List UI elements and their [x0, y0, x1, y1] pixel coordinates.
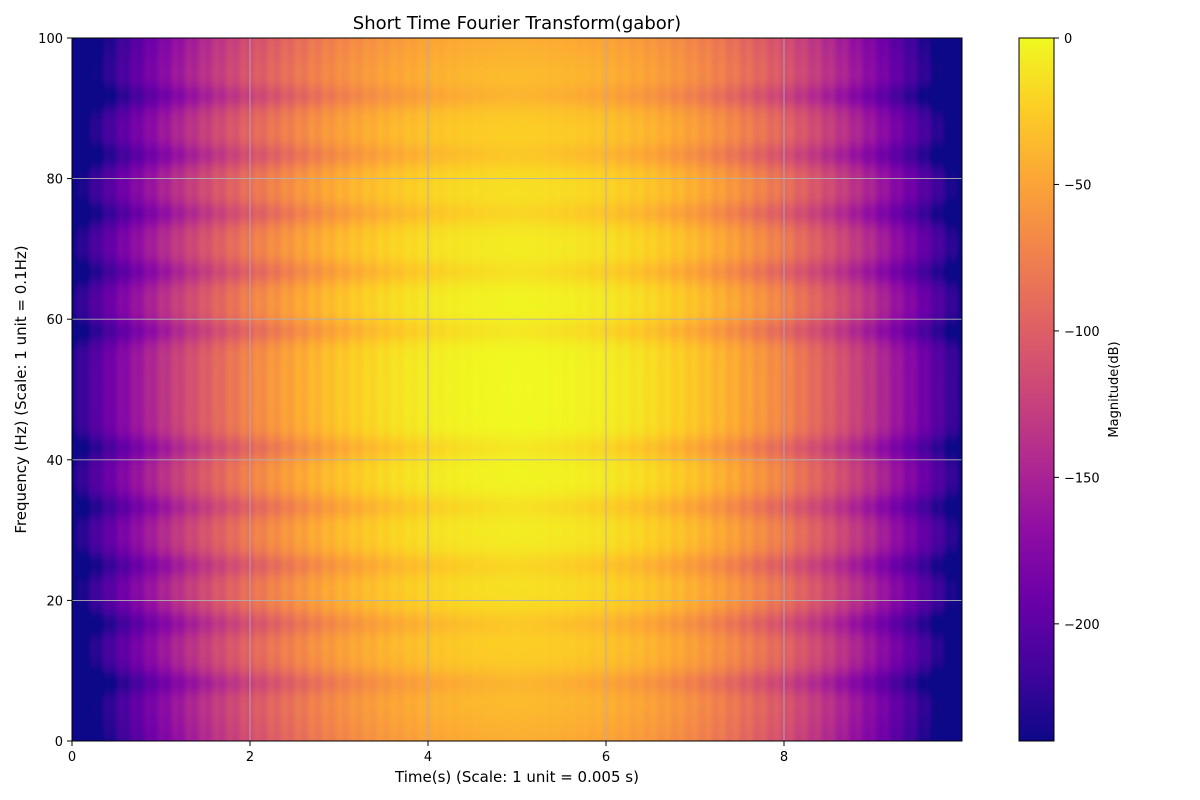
y-tick-label: 40: [46, 454, 63, 469]
colorbar-label: Magnitude(dB): [1107, 341, 1122, 437]
colorbar-tick-label: −200: [1064, 618, 1100, 633]
colorbar: [1018, 37, 1055, 742]
y-axis-label: Frequency (Hz) (Scale: 1 unit = 0.1Hz): [12, 245, 30, 533]
colorbar-axis: 0 −50 −100 −150 −200: [1054, 32, 1100, 633]
x-axis-label: Time(s) (Scale: 1 unit = 0.005 s): [394, 768, 639, 786]
x-tick-label: 2: [246, 750, 254, 765]
plot-frame: [71, 37, 963, 742]
chart-title: Short Time Fourier Transform(gabor): [353, 13, 681, 34]
y-tick-label: 20: [46, 594, 63, 609]
colorbar-tick-label: −50: [1064, 178, 1091, 193]
x-tick-label: 4: [424, 750, 432, 765]
y-axis: 0 20 40 60 80 100: [38, 32, 72, 750]
colorbar-tick-label: 0: [1064, 32, 1072, 47]
colorbar-tick-label: −150: [1064, 471, 1100, 486]
y-tick-label: 80: [46, 173, 63, 188]
heatmap-plot: [72, 38, 962, 741]
y-tick-label: 0: [55, 735, 63, 750]
x-axis: 0 2 4 6 8: [68, 741, 788, 765]
x-tick-label: 0: [68, 750, 76, 765]
x-tick-label: 6: [602, 750, 610, 765]
grid-lines: [72, 38, 962, 741]
y-tick-label: 100: [38, 32, 63, 47]
x-tick-label: 8: [780, 750, 788, 765]
colorbar-tick-label: −100: [1064, 325, 1100, 340]
y-tick-label: 60: [46, 313, 63, 328]
